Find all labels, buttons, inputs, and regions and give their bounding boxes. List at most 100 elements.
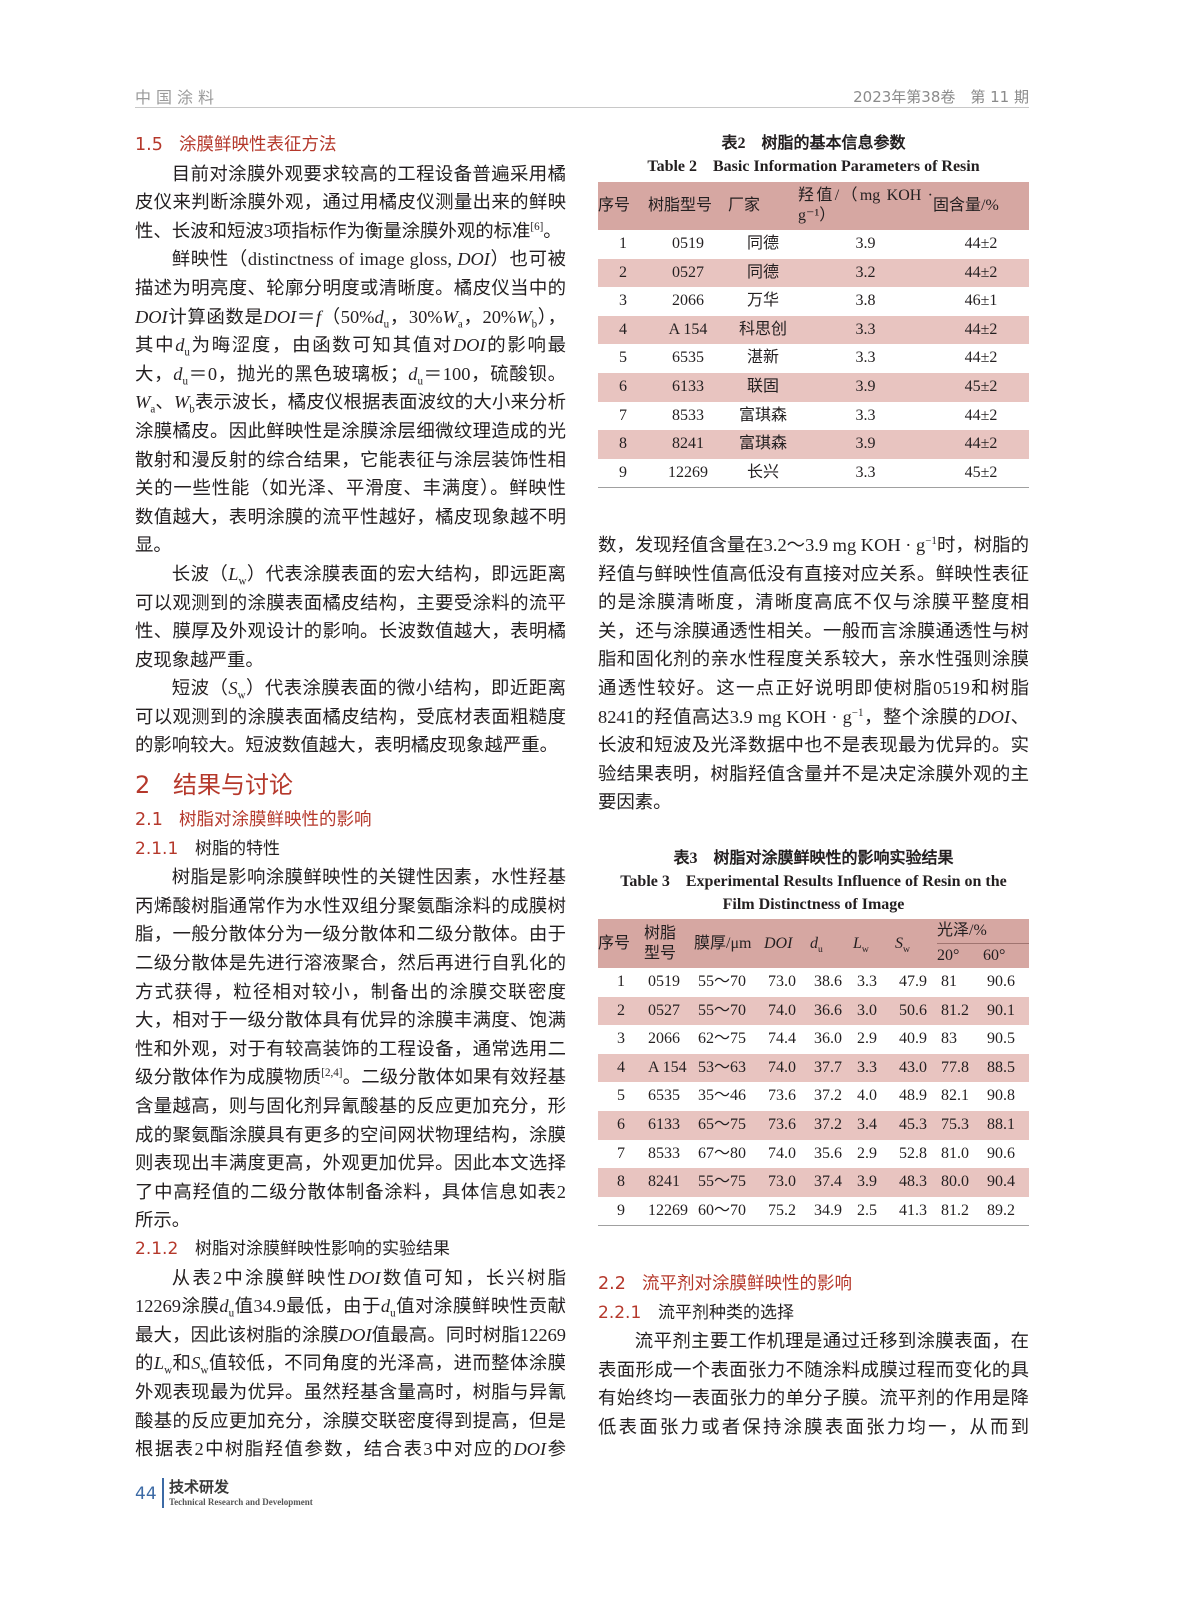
subscript: a [457,318,463,331]
table-cell: 55～70 [698,973,747,990]
section-number: 2 [135,771,151,800]
table-cell: 88.5 [983,1053,1029,1083]
table-row: 9 12269 60～70 75.2 34.9 2.5 41.3 81.2 89.2 [598,1196,1029,1227]
italic-symbol: W [516,306,532,327]
subscript: w [238,575,247,588]
footer-divider [162,1478,164,1508]
italic-symbol: DOI [457,249,490,270]
table-cell: 3.0 [853,996,895,1026]
italic-symbol: DOI [513,1439,547,1460]
table-row: 3 2066 万华 3.8 46±1 [598,287,1029,316]
table-cell: 75.2 [764,1196,810,1227]
table-cell: 73.6 [768,1087,796,1105]
table-2-block: 表2 树脂的基本信息参数 Table 2 Basic Information P… [598,132,1029,489]
table-cell: 3.8 [855,292,876,310]
header-sub: w [861,943,869,955]
paragraph: 数，发现羟值含量在3.2～3.9 mg KOH · g−1时，树脂的羟值与鲜映性… [598,534,1029,813]
table-cell: 81 [941,973,957,990]
superscript: −1 [851,706,864,719]
table-cell: 40.9 [899,1030,927,1048]
table-cell: 83 [941,1030,957,1048]
table-row: 2 0527 55～70 74.0 36.6 3.0 50.6 81.2 90.1 [598,996,1029,1026]
table-cell: 长兴 [728,458,798,489]
italic-symbol: d [175,335,185,356]
header-text: d [810,934,818,952]
table-cell: 45±2 [933,372,1029,402]
table-cell: 0519 [672,235,704,252]
italic-symbol: L [153,1353,165,1374]
table-cell: 60～70 [694,1196,764,1227]
paragraph: 短波（Sw）代表涂膜表面的微小结构，即近距离可以观测到的涂膜表面橘皮结构，受底材… [135,678,566,756]
journal-name: 中国涂料 [135,88,220,107]
table-cell: 67～80 [698,1144,747,1162]
table-caption-cn: 表3 树脂对涂膜鲜映性的影响实验结果 [673,850,954,867]
left-column: 1.5 涂膜鲜映性表征方法 目前对涂膜外观要求较高的工程设备普遍采用橘皮仪来判断涂… [135,131,566,1464]
column-header: 序号 [598,919,644,968]
italic-symbol: d [219,1296,229,1317]
table-cell: 81.2 [937,1196,983,1227]
subscript: u [417,375,423,388]
subscript: u [228,1307,235,1320]
table-cell: 富琪森 [738,406,787,424]
table-cell: 6133 [648,372,728,402]
table-cell: 77.8 [937,1053,983,1083]
table-cell: 44±2 [933,315,1029,345]
table-cell: 12269 [644,1196,694,1227]
table-3: 序号 树脂 型号 膜厚/μm DOI du Lw Sw 光泽/% 20° 60° … [598,919,1029,1227]
italic-symbol: d [380,1296,391,1317]
table-cell: 74.0 [764,1053,810,1083]
table-cell: 36.6 [810,996,853,1026]
table-cell: 4.0 [857,1087,877,1105]
table-cell: 6 [598,372,648,402]
table-cell: 2 [598,996,644,1026]
section-number: 2.1.2 [135,1238,179,1259]
table-cell: 37.2 [810,1110,853,1140]
table-cell: 3.3 [857,973,877,990]
table-cell: 90.5 [987,1030,1015,1048]
table-cell: 46±1 [964,292,998,310]
table-cell: 3.9 [855,235,876,252]
table-cell: 1 [619,235,627,252]
table-row: 6 6133 65～75 73.6 37.2 3.4 45.3 75.3 88.1 [598,1110,1029,1140]
table-cell: 6 [598,1110,644,1140]
table-cell: 73.0 [764,1168,810,1197]
table-cell: 74.4 [768,1030,796,1048]
right-column-text: 数，发现羟值含量在3.2～3.9 mg KOH · g−1时，树脂的羟值与鲜映性… [598,531,1029,817]
table-cell: 2066 [648,1030,680,1048]
table-cell: 8 [598,430,648,459]
table-cell: 53～63 [694,1053,764,1083]
table-cell: 6535 [648,1087,680,1105]
subscript: w [237,689,246,702]
table-cell: 81.0 [941,1144,969,1162]
italic-symbol: DOI [452,335,486,356]
italic-symbol: S [228,678,238,699]
section-heading-2-1-2: 2.1.2 树脂对涂膜鲜映性影响的实验结果 [135,1235,566,1264]
table-cell: 44±2 [964,235,998,252]
table-cell: 科思创 [728,315,798,345]
table-cell: 3.9 [853,1168,895,1197]
table-cell: 9 [598,1196,644,1227]
table-cell: 0527 [644,996,694,1026]
right-column-text-2: 2.2 流平剂对涂膜鲜映性的影响 2.2.1 流平剂种类的选择 流平剂主要工作机理是… [598,1270,1029,1442]
table-cell: 35.6 [814,1144,842,1162]
subscript: u [184,346,190,359]
section-title: 树脂对涂膜鲜映性的影响 [179,810,372,831]
table-cell: 联固 [728,372,798,402]
section-number: 2.2.1 [598,1302,642,1323]
italic-symbol: DOI [977,706,1011,727]
italic-symbol: f [315,306,322,327]
table-cell: 2 [598,258,648,288]
table-cell: 3.4 [853,1110,895,1140]
table-cell: 富琪森 [728,430,798,459]
table-cell: 8533 [648,1144,680,1162]
italic-symbol: W [442,306,458,327]
table-cell: 8241 [648,430,728,459]
column-header: 20° [937,943,983,968]
table-cell: 44±2 [933,430,1029,459]
subscript: a [150,404,156,417]
table-cell: 8 [598,1168,644,1197]
superscript: [6] [530,220,544,233]
table-cell: 74.0 [764,996,810,1026]
table-cell: 3.3 [798,315,933,345]
table-cell: 1 [617,973,625,990]
